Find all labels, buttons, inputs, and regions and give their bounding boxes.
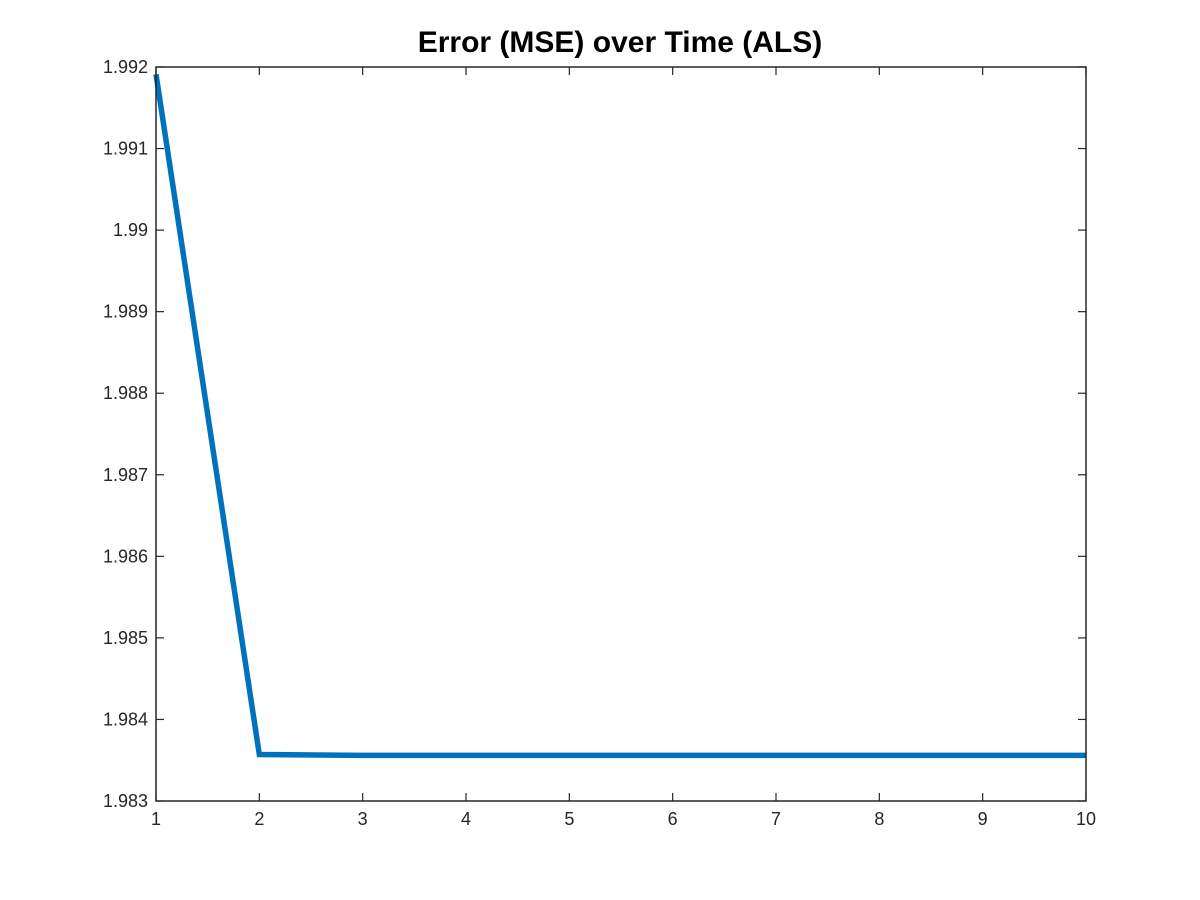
y-tick-label: 1.985 xyxy=(103,628,148,648)
x-tick-label: 9 xyxy=(978,809,988,829)
x-tick-label: 10 xyxy=(1076,809,1096,829)
x-axis-ticks: 1 2 3 4 5 6 7 8 9 10 xyxy=(151,67,1096,829)
x-tick-label: 2 xyxy=(254,809,264,829)
x-tick-label: 3 xyxy=(358,809,368,829)
x-tick-label: 5 xyxy=(564,809,574,829)
x-tick-label: 6 xyxy=(668,809,678,829)
x-tick-label: 1 xyxy=(151,809,161,829)
y-axis-ticks: 1.9831.9841.9851.9861.9871.9881.9891.991… xyxy=(103,57,1086,811)
y-tick-label: 1.989 xyxy=(103,302,148,322)
x-tick-label: 8 xyxy=(874,809,884,829)
x-tick-label: 4 xyxy=(461,809,471,829)
y-tick-label: 1.984 xyxy=(103,709,148,729)
plot-area-frame xyxy=(155,66,1087,802)
y-tick-label: 1.983 xyxy=(103,791,148,811)
series-layer xyxy=(153,73,1086,759)
y-tick-label: 1.987 xyxy=(103,465,148,485)
x-tick-label: 7 xyxy=(771,809,781,829)
y-tick-label: 1.99 xyxy=(113,220,148,240)
y-tick-label: 1.988 xyxy=(103,383,148,403)
y-tick-label: 1.986 xyxy=(103,546,148,566)
y-tick-label: 1.992 xyxy=(103,57,148,77)
series-line xyxy=(153,73,1086,759)
y-tick-label: 1.991 xyxy=(103,139,148,159)
chart-title: Error (MSE) over Time (ALS) xyxy=(418,26,823,59)
